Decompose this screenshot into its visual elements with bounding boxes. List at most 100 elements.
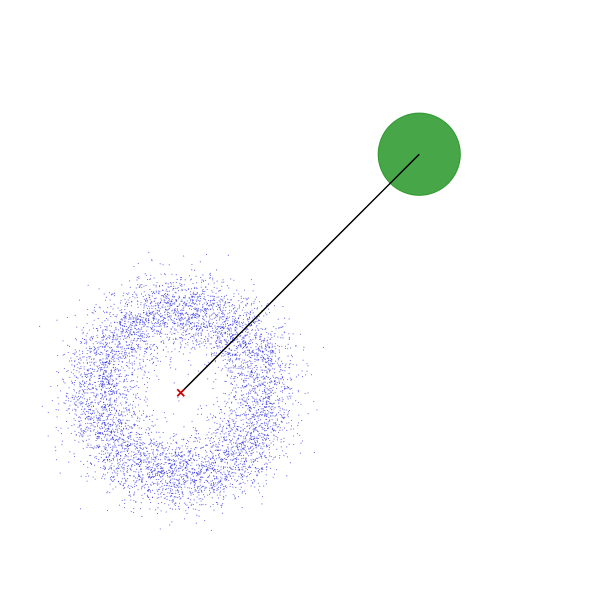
ring-point [278,406,280,408]
ring-point [172,320,174,322]
ring-point [111,403,113,405]
ring-point [195,313,197,315]
ring-point [121,434,123,436]
ring-point [110,467,113,469]
ring-point [217,497,219,499]
ring-point [228,431,230,433]
ring-point [139,285,141,287]
ring-point [107,354,109,356]
ring-point [107,460,109,462]
ring-point [228,330,230,332]
ring-point [181,491,183,493]
ring-point [284,323,286,325]
ring-point [108,359,110,361]
ring-point [208,462,210,464]
ring-point [126,402,128,404]
ring-point [262,378,264,380]
ring-point [187,507,189,509]
ring-point [274,381,276,383]
ring-point [250,408,253,410]
ring-point [129,403,131,405]
ring-point [125,330,128,332]
ring-point [284,366,286,368]
ring-point [185,311,187,313]
ring-point [227,453,229,455]
ring-point [262,390,264,393]
ring-point [119,394,121,396]
ring-point [114,404,116,406]
ring-point [261,468,263,470]
ring-point [108,415,110,417]
ring-point [235,430,237,432]
ring-point [77,426,79,428]
ring-point [268,368,270,370]
ring-point [108,428,110,430]
ring-point [105,409,107,411]
ring-point [117,412,120,414]
ring-point [104,474,106,476]
ring-point [153,313,155,315]
ring-point [89,383,91,386]
ring-point [235,310,237,313]
ring-point [164,462,166,464]
ring-point [135,453,137,455]
ring-point [194,314,196,316]
ring-point [213,296,216,298]
ring-point [247,371,249,373]
ring-point [138,444,140,447]
ring-point [167,319,169,321]
ring-point [234,395,237,397]
ring-point [250,357,252,359]
ring-point [131,362,133,364]
ring-point [178,318,180,320]
ring-point [204,290,206,293]
ring-point [152,464,154,466]
ring-point [231,451,233,453]
ring-point [282,379,284,381]
ring-point [110,390,112,392]
ring-point [229,305,231,307]
ring-point [248,356,250,358]
ring-point [238,375,241,377]
ring-point [250,434,252,436]
ring-point [202,289,204,291]
ring-point [213,459,216,461]
ring-point [91,446,93,449]
ring-point [155,457,157,459]
ring-point [191,296,193,298]
ring-point [149,378,151,380]
ring-point [240,366,243,368]
ring-point [223,466,225,468]
ring-point [118,342,120,344]
ring-point [112,308,114,310]
ring-point [151,293,154,295]
ring-point [146,457,148,459]
ring-point [84,423,87,425]
ring-point [172,460,174,462]
ring-point [253,438,255,440]
ring-point [252,415,254,417]
ring-point [240,368,242,370]
ring-point [204,326,206,328]
ring-point [205,321,207,323]
ring-point [144,370,146,372]
ring-point [172,343,174,345]
ring-point [224,339,226,342]
ring-point [250,354,253,356]
ring-point [150,344,152,346]
ring-point [248,448,250,450]
ring-point [210,480,212,482]
ring-point [104,383,106,385]
ring-point [153,316,155,318]
ring-point [133,317,135,319]
ring-point [268,371,270,373]
ring-point [250,470,252,472]
ring-point [212,347,214,349]
ring-point [255,352,257,355]
ring-point [236,289,238,291]
ring-point [259,383,261,385]
ring-point [140,459,143,461]
ring-point [158,293,160,295]
ring-point [135,293,137,295]
ring-point [140,328,142,330]
